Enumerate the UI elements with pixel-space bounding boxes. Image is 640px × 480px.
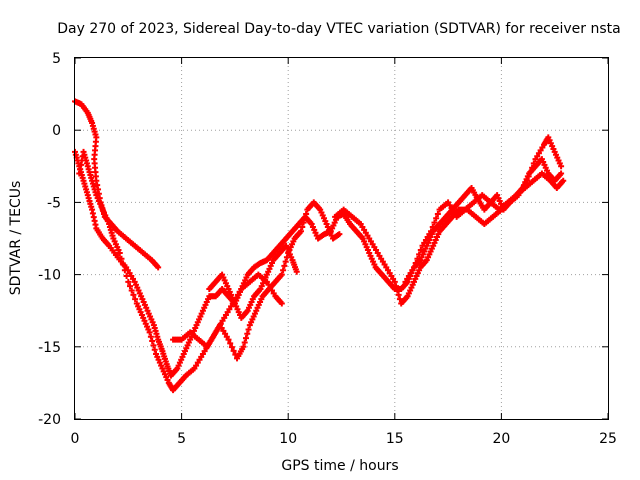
series-sat-b xyxy=(72,98,162,271)
data-point xyxy=(303,210,310,217)
data-point xyxy=(301,215,308,222)
chart-title: Day 270 of 2023, Sidereal Day-to-day VTE… xyxy=(57,21,620,37)
series-sat-g xyxy=(402,170,567,285)
x-tick-label: 20 xyxy=(492,431,510,447)
data-point xyxy=(300,219,307,226)
y-tick-label: 0 xyxy=(52,123,61,139)
data-point xyxy=(433,215,440,222)
data-point xyxy=(125,278,132,285)
data-point xyxy=(278,271,285,278)
x-tick-label: 25 xyxy=(599,431,617,447)
data-point xyxy=(244,330,251,337)
data-point xyxy=(147,333,154,340)
data-point xyxy=(336,231,343,238)
data-point xyxy=(280,267,287,274)
data-point xyxy=(431,219,438,226)
data-point xyxy=(410,264,417,271)
data-point xyxy=(245,326,252,333)
data-point xyxy=(240,343,247,350)
data-point xyxy=(558,170,565,177)
x-tick-label: 5 xyxy=(177,431,186,447)
axis-ticks: 0 5 10 15 20 25 5 0 -5 -10 -15 -20 xyxy=(38,51,617,447)
data-point xyxy=(395,291,402,298)
data-point xyxy=(558,163,565,170)
data-point xyxy=(293,268,300,275)
data-point xyxy=(278,300,285,307)
data-point xyxy=(530,160,537,167)
data-point xyxy=(391,278,398,285)
data-point xyxy=(297,228,304,235)
data-point xyxy=(130,291,137,298)
data-point xyxy=(127,283,134,290)
data-point xyxy=(155,264,162,271)
data-point xyxy=(149,338,156,345)
data-point xyxy=(281,262,288,269)
plot-frame xyxy=(74,57,609,420)
data-point xyxy=(434,210,441,217)
data-point xyxy=(230,347,237,354)
data-point xyxy=(116,249,123,256)
data-point xyxy=(123,273,130,280)
data-points xyxy=(72,98,567,394)
y-tick-label: -15 xyxy=(38,340,61,356)
x-tick-label: 0 xyxy=(71,431,80,447)
x-tick-label: 15 xyxy=(386,431,404,447)
data-point xyxy=(151,346,158,353)
data-point xyxy=(118,255,125,262)
y-tick-label: -5 xyxy=(47,195,61,211)
data-point xyxy=(228,344,235,351)
y-tick-label: 5 xyxy=(52,51,61,67)
data-point xyxy=(132,296,139,303)
data-point xyxy=(146,329,153,336)
data-point xyxy=(417,247,424,254)
y-tick-label: -20 xyxy=(38,412,61,428)
y-axis-label: SDTVAR / TECUs xyxy=(8,181,24,296)
data-point xyxy=(299,223,306,230)
series-sat-e xyxy=(206,242,300,321)
data-point xyxy=(527,169,534,176)
data-point xyxy=(414,255,421,262)
data-point xyxy=(120,261,127,268)
data-point xyxy=(525,173,532,180)
data-point xyxy=(128,287,135,294)
data-point xyxy=(121,267,128,274)
data-point xyxy=(227,340,234,347)
x-axis-label: GPS time / hours xyxy=(281,458,398,474)
data-point xyxy=(393,283,400,290)
data-point xyxy=(429,223,436,230)
data-point xyxy=(416,251,423,258)
data-point xyxy=(529,164,536,171)
data-point xyxy=(560,177,567,184)
data-point xyxy=(241,339,248,346)
series-sat-d xyxy=(170,271,285,350)
data-point xyxy=(412,260,419,267)
y-tick-label: -10 xyxy=(38,268,61,284)
data-point xyxy=(225,336,232,343)
x-tick-label: 10 xyxy=(279,431,297,447)
data-point xyxy=(428,228,435,235)
data-point xyxy=(394,287,401,294)
data-point xyxy=(282,258,289,265)
data-point xyxy=(150,342,157,349)
series-sat-f xyxy=(332,134,565,307)
data-point xyxy=(242,335,249,342)
